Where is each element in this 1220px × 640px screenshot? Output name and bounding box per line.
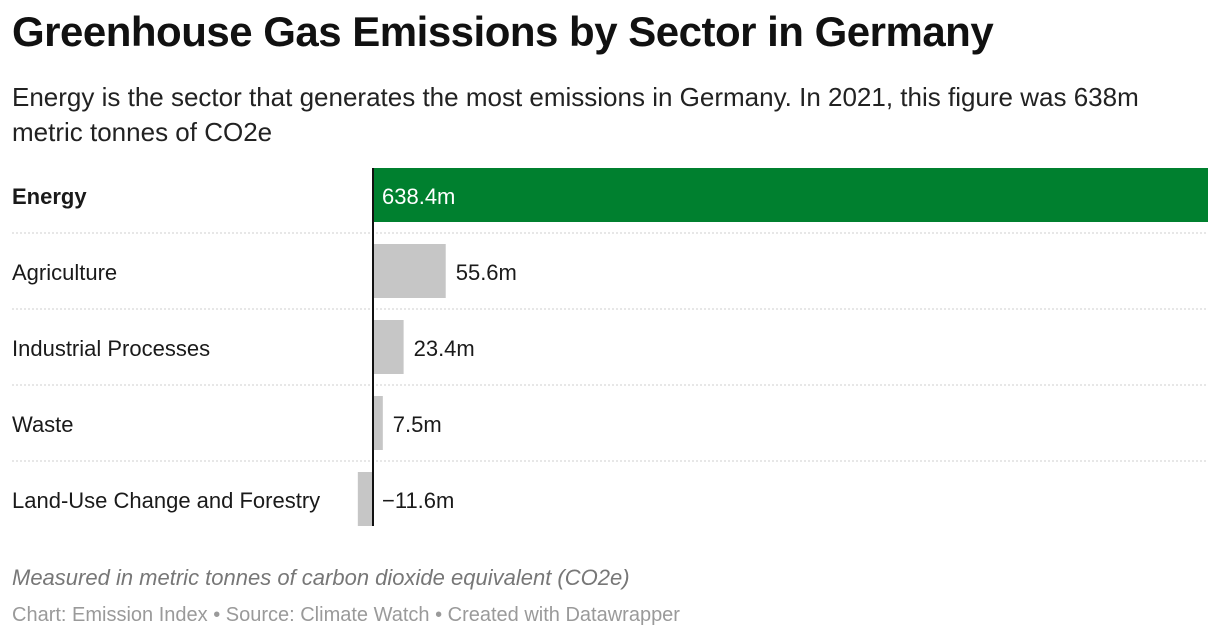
category-label: Industrial Processes — [12, 336, 210, 361]
chart-note: Measured in metric tonnes of carbon diox… — [12, 565, 630, 590]
value-label: 7.5m — [393, 412, 442, 437]
bar-chart-svg: Energy 638.4m Agriculture 55.6m Industrial P… — [12, 168, 1208, 526]
category-label: Land-Use Change and Forestry — [12, 488, 320, 513]
category-label: Waste — [12, 412, 74, 437]
chart-credits: Chart: Emission Index • Source: Climate … — [12, 604, 680, 626]
chart-subtitle: Energy is the sector that generates the … — [12, 82, 1139, 147]
bar — [357, 472, 373, 526]
bar-chart: Energy 638.4m Agriculture 55.6m Industrial P… — [0, 160, 1220, 540]
value-label: 23.4m — [414, 336, 475, 361]
bar — [373, 168, 1208, 222]
bar — [373, 396, 383, 450]
bar — [373, 244, 446, 298]
chart-title: Greenhouse Gas Emissions by Sector in Ge… — [12, 8, 994, 55]
category-label: Energy — [12, 184, 87, 209]
value-label: −11.6m — [382, 488, 454, 513]
bar — [373, 320, 404, 374]
value-label: 638.4m — [382, 184, 455, 209]
value-label: 55.6m — [456, 260, 517, 285]
category-label: Agriculture — [12, 260, 117, 285]
